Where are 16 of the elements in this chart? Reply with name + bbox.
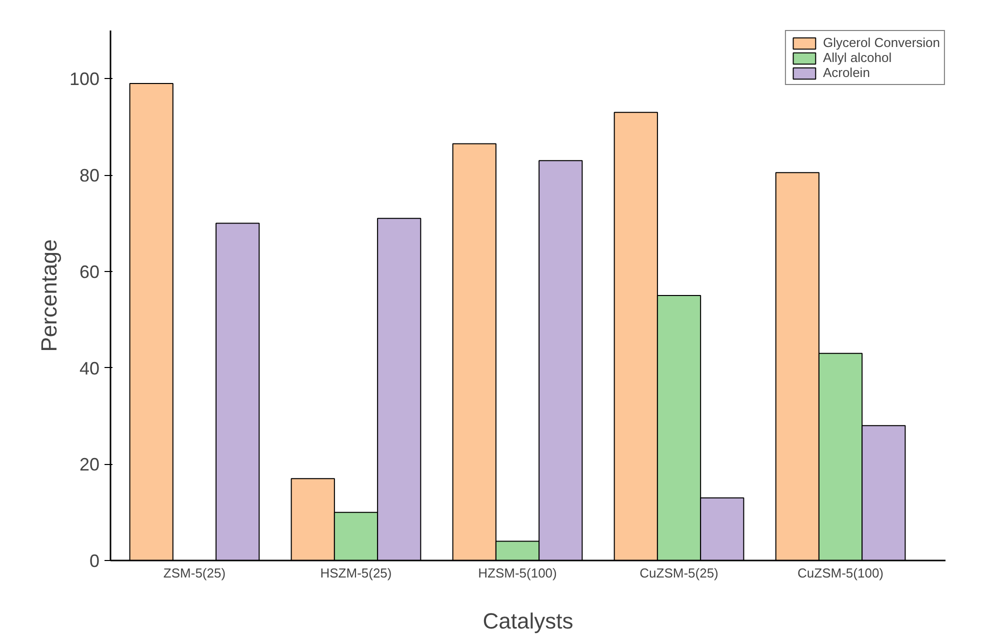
- y-tick-label: 0: [89, 551, 100, 571]
- y-axis-title: Percentage: [36, 239, 62, 352]
- x-axis-title: Catalysts: [482, 608, 574, 634]
- x-tick-label: ZSM-5(25): [163, 566, 226, 580]
- y-tick-label: 100: [69, 69, 100, 90]
- x-tick-label: HSZM-5(25): [320, 566, 392, 580]
- y-tick-label: 20: [79, 454, 100, 475]
- y-tick-label: 60: [79, 262, 100, 282]
- legend-label: Acrolein: [822, 65, 870, 80]
- legend-label: Allyl alcohol: [822, 50, 892, 65]
- x-tick-label: CuZSM-5(25): [640, 566, 718, 580]
- x-tick-label: HZSM-5(100): [478, 566, 557, 580]
- y-tick-label: 40: [79, 358, 100, 378]
- y-tick-label: 80: [79, 166, 100, 186]
- legend-label: Glycerol Conversion: [822, 35, 940, 50]
- x-tick-label: CuZSM-5(100): [798, 566, 884, 580]
